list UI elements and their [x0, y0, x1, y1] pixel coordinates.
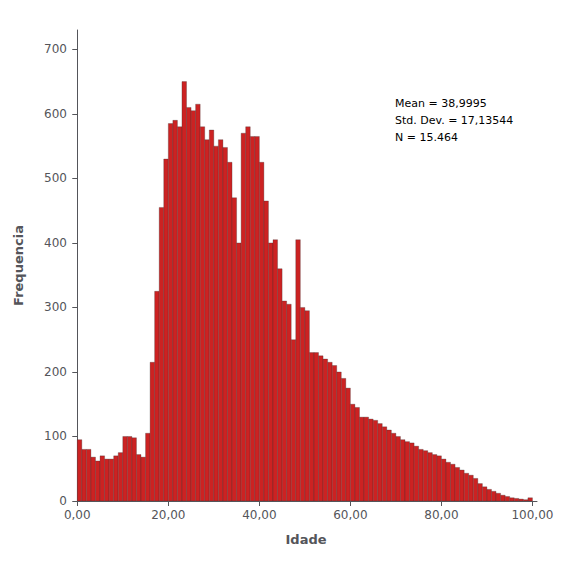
svg-text:600: 600: [44, 107, 67, 121]
svg-text:100: 100: [44, 429, 67, 443]
svg-text:0: 0: [59, 494, 67, 508]
svg-text:500: 500: [44, 171, 67, 185]
svg-text:300: 300: [44, 300, 67, 314]
svg-text:60,00: 60,00: [333, 508, 367, 522]
svg-text:0,00: 0,00: [64, 508, 91, 522]
svg-text:700: 700: [44, 42, 67, 56]
svg-text:400: 400: [44, 236, 67, 250]
svg-text:200: 200: [44, 365, 67, 379]
svg-text:20,00: 20,00: [151, 508, 185, 522]
svg-text:Frequencia: Frequencia: [11, 225, 26, 306]
svg-text:100,00: 100,00: [511, 508, 553, 522]
svg-text:80,00: 80,00: [424, 508, 458, 522]
svg-text:40,00: 40,00: [242, 508, 276, 522]
svg-text:Std. Dev. = 17,13544: Std. Dev. = 17,13544: [395, 114, 513, 127]
svg-text:N = 15.464: N = 15.464: [395, 131, 458, 144]
svg-text:Idade: Idade: [285, 532, 326, 547]
svg-text:Mean = 38,9995: Mean = 38,9995: [395, 97, 487, 110]
